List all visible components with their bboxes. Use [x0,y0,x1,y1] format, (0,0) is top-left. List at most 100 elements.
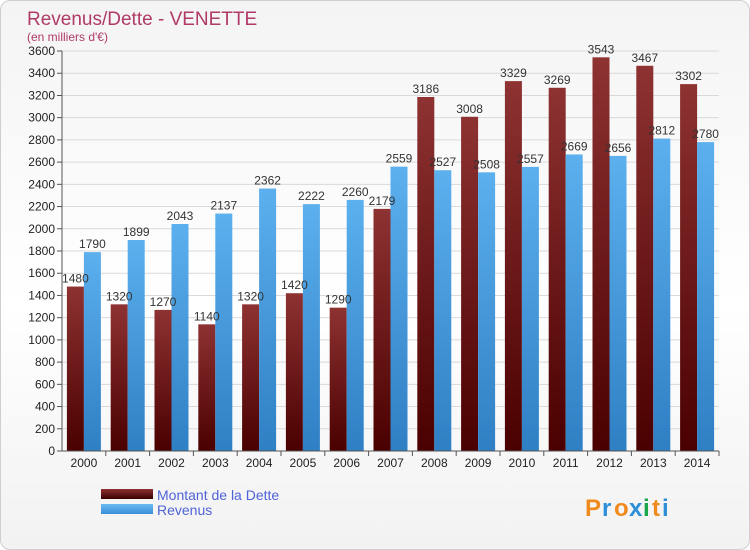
bar-revenus [215,213,233,451]
x-tick-label: 2002 [158,456,185,470]
bar-revenus [259,188,277,452]
legend-swatch-debt [101,489,153,499]
bar-debt [636,65,654,452]
y-tick-label: 600 [35,377,55,391]
legend: Montant de la Dette Revenus [101,487,279,518]
bar-revenus [478,172,496,452]
legend-swatch-revenus [101,504,153,514]
data-label-revenus: 2812 [648,124,675,138]
chart-title: Revenus/Dette - VENETTE [27,9,257,30]
bar-revenus [302,204,320,451]
bar-debt [329,307,347,451]
bar-revenus [171,224,189,451]
data-label-revenus: 2559 [386,152,413,166]
data-label-debt: 1320 [106,289,133,303]
data-label-debt: 3329 [500,66,527,80]
data-label-debt: 3008 [456,102,483,116]
data-label-revenus: 2260 [342,185,369,199]
bar-debt [198,324,216,451]
bars [66,57,715,452]
bar-revenus [565,154,583,451]
data-labels: 1480 1790 1320 1899 1270 2043 1140 2137 1320 2362… [62,42,719,323]
y-tick-label: 3200 [28,88,55,102]
bar-debt [110,304,128,451]
bar-revenus [346,199,364,451]
x-tick-label: 2008 [421,456,448,470]
bar-debt [680,84,698,451]
data-label-revenus: 2669 [561,139,588,153]
data-label-revenus: 2527 [429,155,456,169]
bar-revenus [521,166,539,451]
data-label-debt: 3302 [675,69,702,83]
y-tick-label: 400 [35,400,55,414]
bar-debt [548,87,566,452]
bar-debt [242,304,260,451]
data-label-revenus: 2222 [298,189,325,203]
y-tick-label: 2800 [28,133,55,147]
data-label-revenus: 2557 [517,152,544,166]
bar-revenus [127,240,145,451]
bar-revenus [390,166,408,451]
data-label-revenus: 2043 [167,209,194,223]
chart-subtitle: (en milliers d'€) [27,30,108,44]
bar-debt [417,97,435,451]
y-tick-label: 2200 [28,200,55,214]
bar-revenus [434,170,452,451]
data-label-revenus: 2656 [605,141,632,155]
logo-letter: o [614,495,629,522]
y-tick-label: 200 [35,422,55,436]
y-tick-label: 2000 [28,222,55,236]
x-tick-label: 2001 [114,456,141,470]
data-label-revenus: 2780 [692,127,719,141]
legend-label-debt: Montant de la Dette [157,487,279,503]
x-tick-label: 2012 [596,456,623,470]
x-tick-label: 2005 [290,456,317,470]
bar-debt [592,57,610,451]
y-tick-label: 1400 [28,288,55,302]
y-tick-label: 1000 [28,333,55,347]
data-label-debt: 3186 [412,82,439,96]
bar-debt [461,116,479,452]
x-tick-label: 2006 [333,456,360,470]
x-tick-label: 2000 [71,456,98,470]
logo-letter: x [629,495,643,522]
x-tick-label: 2010 [509,456,536,470]
bar-revenus [83,252,101,451]
logo-letter: i [662,495,669,522]
data-label-debt: 3543 [588,42,615,56]
logo-letter: t [652,495,660,522]
data-label-debt: 3467 [631,51,658,65]
axes [57,50,720,456]
bar-debt [154,309,172,451]
logo-letter: i [643,495,650,522]
y-tick-label: 0 [48,444,55,458]
data-label-debt: 1270 [150,295,177,309]
y-tick-label: 800 [35,355,55,369]
y-tick-label: 3600 [28,44,55,58]
tick-labels: 0 200 400 600 800 1000 1200 1400 1600 1800 2000 220… [28,44,710,470]
y-tick-label: 1800 [28,244,55,258]
bar-revenus [697,142,715,451]
data-label-revenus: 2508 [473,157,500,171]
bar-debt [504,81,522,451]
data-label-revenus: 2137 [210,199,237,213]
data-label-revenus: 1790 [79,237,106,251]
bar-debt [66,286,84,451]
data-label-debt: 1420 [281,278,308,292]
data-label-debt: 1290 [325,293,352,307]
y-tick-label: 3000 [28,111,55,125]
x-tick-label: 2009 [465,456,492,470]
y-tick-label: 2400 [28,177,55,191]
bar-debt [373,208,391,451]
data-label-revenus: 1899 [123,225,150,239]
bar-revenus [653,138,671,452]
data-label-debt: 1480 [62,272,89,286]
y-tick-label: 3400 [28,66,55,80]
data-label-debt: 1140 [194,309,220,323]
data-label-debt: 1320 [237,289,264,303]
bar-revenus [609,155,627,451]
data-label-debt: 3269 [544,73,571,87]
